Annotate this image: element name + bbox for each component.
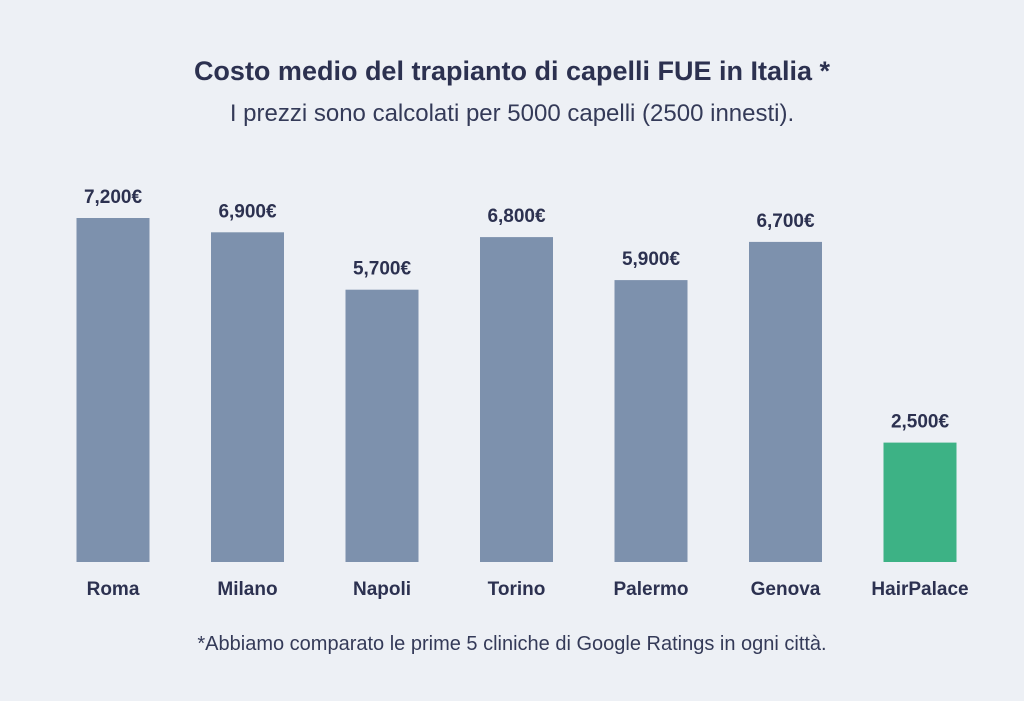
category-label-torino: Torino (488, 579, 546, 600)
value-label-napoli: 5,700€ (353, 259, 412, 280)
bar-milano (211, 232, 284, 563)
bar-genova (749, 241, 822, 562)
bar-napoli (345, 289, 419, 562)
value-label-genova: 6,700€ (756, 211, 815, 232)
value-label-torino: 6,800€ (487, 206, 546, 227)
category-label-genova: Genova (751, 579, 821, 600)
bar-torino (480, 237, 553, 562)
category-label-napoli: Napoli (353, 579, 411, 600)
category-label-palermo: Palermo (614, 579, 689, 600)
category-label-hairpalace: HairPalace (871, 579, 968, 600)
bar-palermo (614, 280, 688, 562)
value-label-milano: 6,900€ (218, 201, 277, 222)
chart-footnote: *Abbiamo comparato le prime 5 cliniche d… (197, 633, 827, 655)
value-label-roma: 7,200€ (84, 187, 143, 208)
chart-title: Costo medio del trapianto di capelli FUE… (193, 56, 831, 86)
value-label-hairpalace: 2,500€ (891, 412, 950, 433)
chart-subtitle: I prezzi sono calcolati per 5000 capelli… (229, 100, 795, 127)
category-label-milano: Milano (217, 579, 277, 600)
value-label-palermo: 5,900€ (622, 249, 681, 270)
bar-hairpalace (883, 442, 957, 562)
category-label-roma: Roma (87, 579, 140, 600)
bar-roma (76, 218, 150, 562)
